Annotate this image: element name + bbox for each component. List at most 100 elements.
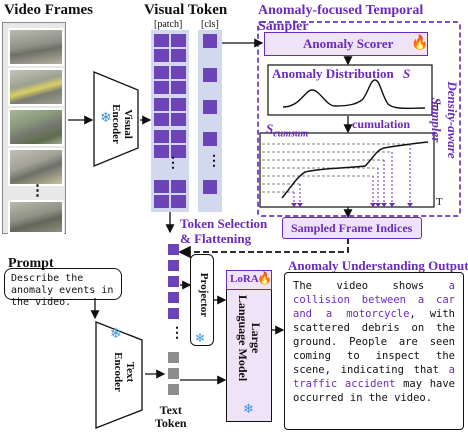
patch-token (171, 81, 186, 94)
lora-label: LoRA (230, 273, 259, 285)
patch-token (154, 49, 169, 62)
llm-box: Large Language Model ❄ (226, 272, 272, 422)
cls-token (203, 132, 217, 146)
text-encoder-shape (95, 321, 143, 429)
video-frames-label: Video Frames (4, 2, 94, 18)
patch-token (154, 66, 169, 79)
text-encoder-text: Text Encoder (112, 352, 136, 392)
cumsum-grid (262, 143, 410, 193)
prompt-label: Prompt (8, 256, 54, 271)
cls-label: [cls] (201, 19, 219, 30)
video-frame (8, 68, 64, 106)
snowflake-icon: ❄ (195, 331, 206, 345)
patch-token (154, 34, 169, 47)
distribution-symbol: S (402, 66, 411, 81)
frames-ellipsis: ⋮ (30, 183, 45, 199)
patch-token (171, 113, 186, 126)
cls-token (203, 100, 217, 114)
patch-token-block (154, 66, 186, 94)
patch-token (171, 49, 186, 62)
output-text: The video shows a collision between a ca… (293, 280, 455, 404)
cls-token (203, 34, 217, 48)
distribution-box (267, 64, 433, 116)
llm-input-token (168, 368, 179, 379)
projector-label: Projector (198, 272, 210, 318)
cumsum-subscript: cumsum (273, 128, 309, 140)
patch-token (171, 66, 186, 79)
projector-box: Projector ❄ (190, 254, 214, 346)
patch-token (171, 34, 186, 47)
patch-token (154, 145, 169, 158)
cumsum-t-label: T (436, 196, 443, 208)
snowflake-icon: ❄ (243, 401, 254, 416)
patch-token (154, 195, 169, 208)
cumsum-label: Scumsum (266, 121, 308, 140)
visual-encoder-text: Visual Encoder (109, 104, 134, 144)
sampled-indices-label: Sampled Frame Indices (291, 221, 413, 235)
sample-markers (293, 144, 411, 205)
cls-token (203, 180, 217, 194)
llm-input-token (168, 292, 179, 303)
fire-icon: 🔥 (411, 36, 429, 51)
output-title: Anomaly Understanding Output (288, 258, 468, 273)
snowflake-icon: ❄ (100, 111, 112, 126)
visual-encoder-shape (93, 71, 139, 167)
patch-token (154, 180, 169, 193)
distribution-label: Anomaly Distribution S (272, 66, 410, 82)
patch-token-block (154, 180, 186, 208)
patch-ellipsis: ⋮ (166, 156, 180, 171)
distribution-text: Anomaly Distribution (272, 66, 394, 81)
patch-token (171, 145, 186, 158)
patch-token-block (154, 98, 186, 126)
output-segment: The video shows (293, 280, 449, 292)
distribution-curve (282, 79, 426, 110)
video-frame (8, 28, 64, 66)
llm-input-token (168, 352, 179, 363)
output-segment: may have occurred in the video. (293, 378, 455, 404)
dist-t-label: T (434, 101, 441, 113)
patch-token-block (154, 130, 186, 158)
output-segment: , with scattered debris on the ground. P… (293, 308, 455, 376)
cls-token (203, 68, 217, 82)
sampler-panel (257, 21, 461, 217)
visual-token-label: Visual Token (144, 2, 228, 18)
snowflake-icon: ❄ (110, 327, 122, 342)
lora-box: LoRA 🔥 (226, 270, 272, 290)
llm-input-token (168, 260, 179, 271)
patch-token (154, 130, 169, 143)
output-box: The video shows a collision between a ca… (284, 272, 464, 430)
llm-label: Large Language Model (236, 294, 263, 382)
sample-marker-heads (291, 203, 413, 207)
output-highlight: a collision between a car and a motorcyc… (293, 280, 455, 320)
density-sampler-label: Density-aware Sampler (429, 81, 460, 159)
llm-token-ellipsis: ⋮ (170, 326, 184, 341)
video-frame (8, 148, 64, 186)
patch-token (171, 98, 186, 111)
patch-label: [patch] (154, 19, 183, 30)
fire-icon: 🔥 (257, 271, 272, 285)
sampled-indices-box: Sampled Frame Indices (282, 217, 422, 239)
token-selection-label: Token Selection & Flattening (180, 216, 268, 246)
patch-token (171, 195, 186, 208)
llm-input-token (168, 244, 179, 255)
prompt-text: Describe the anomaly events in the video… (11, 273, 114, 308)
prompt-box: Describe the anomaly events in the video… (4, 268, 122, 308)
cumulation-label: cumulation (352, 117, 411, 131)
llm-input-token (168, 384, 179, 395)
patch-token (171, 180, 186, 193)
output-highlight: a traffic accident (293, 364, 455, 390)
video-frame (8, 108, 64, 146)
cls-ellipsis: ⋮ (207, 154, 221, 169)
sampler-title: Anomaly-focused Temporal Sampler (258, 3, 424, 34)
patch-token-block (154, 34, 186, 62)
patch-token (154, 98, 169, 111)
arrow-sampled-to-selection (178, 238, 349, 259)
video-frame (8, 200, 64, 234)
text-token-label: Text Token (155, 403, 187, 430)
llm-input-token (168, 276, 179, 287)
patch-token (154, 81, 169, 94)
cumsum-symbol: S (266, 121, 274, 136)
patch-token (154, 113, 169, 126)
anomaly-scorer-box: Anomaly Scorer 🔥 (264, 32, 428, 56)
